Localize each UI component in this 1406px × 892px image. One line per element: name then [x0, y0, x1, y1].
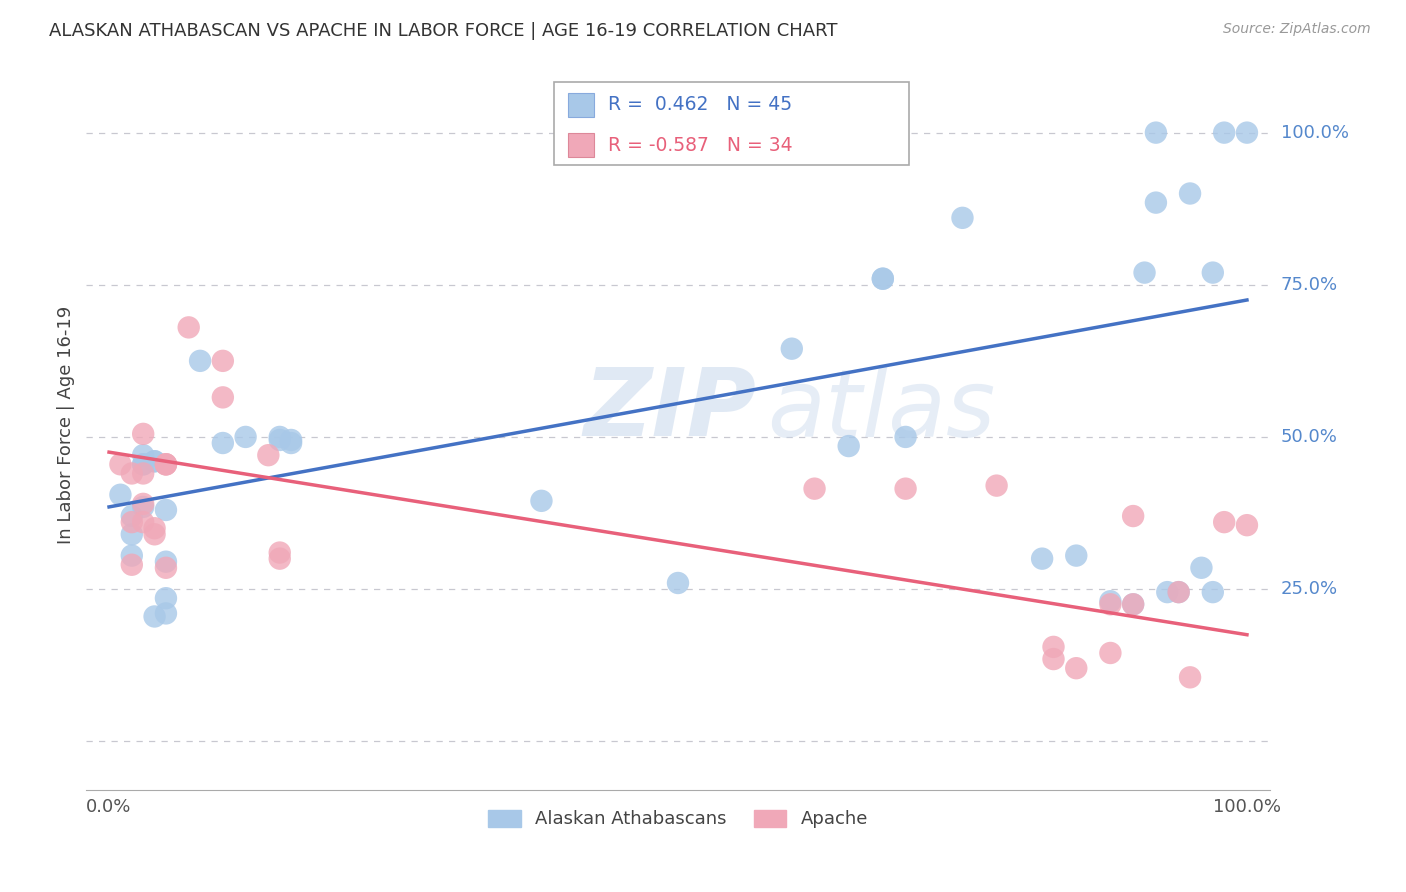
Point — [1191, 561, 1213, 575]
Point — [269, 433, 291, 447]
Text: 50.0%: 50.0% — [1281, 428, 1337, 446]
Point — [1122, 597, 1144, 611]
Point — [1167, 585, 1189, 599]
Point — [872, 271, 894, 285]
Point — [132, 458, 155, 472]
Point — [155, 458, 177, 472]
Text: Source: ZipAtlas.com: Source: ZipAtlas.com — [1223, 22, 1371, 37]
Point — [132, 500, 155, 514]
Point — [1133, 266, 1156, 280]
Point — [269, 551, 291, 566]
Point — [1122, 509, 1144, 524]
Point — [838, 439, 860, 453]
Point — [1042, 640, 1064, 654]
Point — [1042, 652, 1064, 666]
Point — [1178, 670, 1201, 684]
Point — [780, 342, 803, 356]
Point — [1178, 186, 1201, 201]
Point — [211, 436, 233, 450]
Point — [1236, 518, 1258, 533]
Y-axis label: In Labor Force | Age 16-19: In Labor Force | Age 16-19 — [58, 306, 75, 544]
Point — [132, 448, 155, 462]
Text: atlas: atlas — [766, 365, 995, 456]
Point — [1202, 585, 1225, 599]
Point — [155, 591, 177, 606]
Text: ZIP: ZIP — [583, 364, 756, 456]
Point — [952, 211, 974, 225]
Point — [530, 493, 553, 508]
Point — [121, 558, 143, 572]
Point — [1156, 585, 1178, 599]
Point — [803, 482, 825, 496]
FancyBboxPatch shape — [554, 81, 908, 166]
Point — [155, 458, 177, 472]
Point — [155, 458, 177, 472]
Point — [894, 482, 917, 496]
Point — [155, 607, 177, 621]
Point — [121, 549, 143, 563]
Text: R = -0.587   N = 34: R = -0.587 N = 34 — [609, 136, 793, 154]
Point — [1064, 549, 1087, 563]
Point — [1031, 551, 1053, 566]
Text: 25.0%: 25.0% — [1281, 580, 1339, 598]
Point — [1213, 126, 1236, 140]
Point — [269, 545, 291, 559]
Legend: Alaskan Athabascans, Apache: Alaskan Athabascans, Apache — [481, 803, 875, 836]
Text: 100.0%: 100.0% — [1281, 124, 1348, 142]
Text: R =  0.462   N = 45: R = 0.462 N = 45 — [609, 95, 793, 114]
Point — [188, 354, 211, 368]
Point — [132, 426, 155, 441]
Point — [110, 458, 132, 472]
Point — [110, 488, 132, 502]
Text: ALASKAN ATHABASCAN VS APACHE IN LABOR FORCE | AGE 16-19 CORRELATION CHART: ALASKAN ATHABASCAN VS APACHE IN LABOR FO… — [49, 22, 838, 40]
Point — [280, 433, 302, 447]
Point — [143, 454, 166, 468]
Point — [121, 467, 143, 481]
Point — [1144, 126, 1167, 140]
Point — [132, 458, 155, 472]
Point — [280, 436, 302, 450]
Point — [1099, 594, 1122, 608]
Point — [143, 527, 166, 541]
Point — [177, 320, 200, 334]
Point — [121, 509, 143, 524]
Point — [1202, 266, 1225, 280]
Point — [1122, 597, 1144, 611]
Point — [155, 503, 177, 517]
Point — [1064, 661, 1087, 675]
Point — [894, 430, 917, 444]
Point — [132, 515, 155, 529]
Point — [132, 467, 155, 481]
FancyBboxPatch shape — [568, 133, 593, 157]
Point — [1213, 515, 1236, 529]
Point — [211, 354, 233, 368]
Point — [235, 430, 257, 444]
Point — [132, 497, 155, 511]
Point — [1236, 126, 1258, 140]
Point — [986, 478, 1008, 492]
Point — [143, 521, 166, 535]
Point — [872, 271, 894, 285]
Point — [257, 448, 280, 462]
Point — [143, 609, 166, 624]
Point — [269, 430, 291, 444]
Point — [143, 454, 166, 468]
FancyBboxPatch shape — [568, 93, 593, 117]
Point — [1099, 646, 1122, 660]
Point — [666, 576, 689, 591]
Point — [121, 527, 143, 541]
Point — [155, 561, 177, 575]
Point — [121, 515, 143, 529]
Point — [1167, 585, 1189, 599]
Point — [155, 555, 177, 569]
Point — [1099, 597, 1122, 611]
Point — [211, 390, 233, 404]
Text: 75.0%: 75.0% — [1281, 276, 1339, 293]
Point — [1144, 195, 1167, 210]
